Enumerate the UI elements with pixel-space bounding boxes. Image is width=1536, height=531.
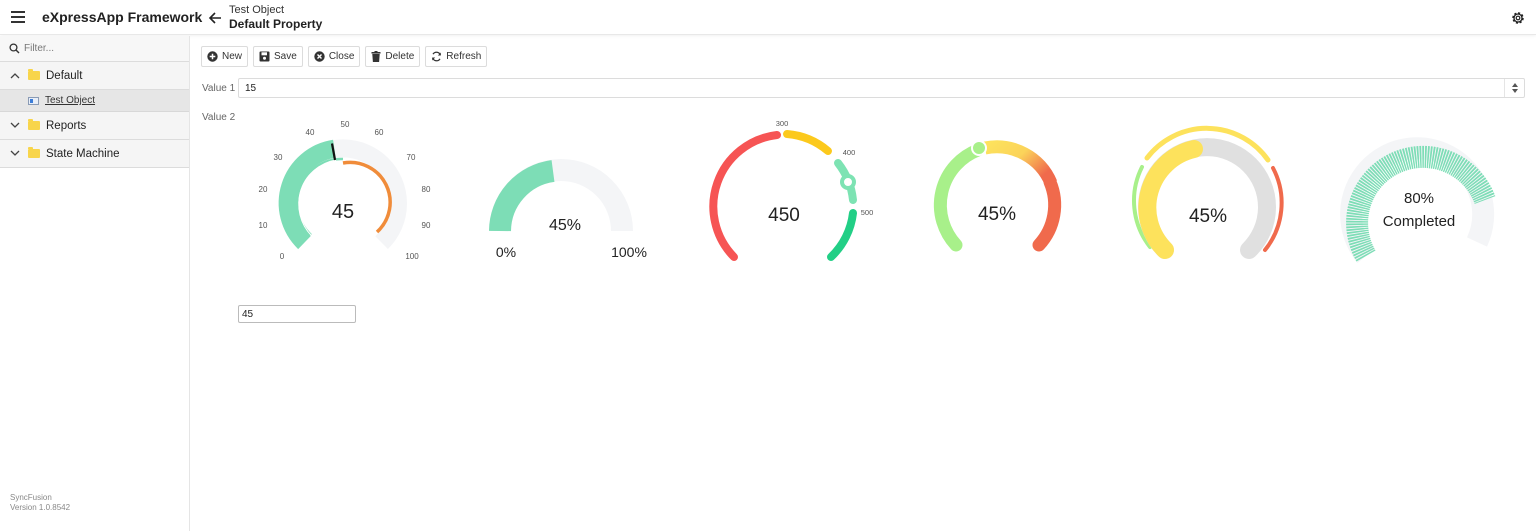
close-circle-icon — [314, 51, 325, 62]
svg-text:60: 60 — [375, 128, 384, 137]
page-title: Default Property — [229, 17, 323, 31]
close-button[interactable]: Close — [307, 46, 361, 67]
delete-label: Delete — [385, 51, 415, 62]
gauge-ticks-needle: 45 0 10 20 30 40 50 60 70 80 90 100 — [243, 110, 443, 270]
value1-input[interactable]: 15 — [238, 78, 1525, 98]
sidebar: Filter... Default Test Object Reports St… — [0, 36, 190, 531]
svg-text:70: 70 — [407, 153, 416, 162]
object-icon — [28, 96, 39, 105]
folder-icon — [28, 119, 40, 130]
svg-text:10: 10 — [259, 221, 268, 230]
value1-text: 15 — [245, 82, 257, 94]
app-header: eXpressApp Framework Test Object Default… — [0, 0, 1536, 35]
sidebar-group-default[interactable]: Default — [0, 62, 189, 90]
folder-icon — [28, 69, 40, 80]
svg-text:100%: 100% — [611, 244, 647, 260]
gear-icon[interactable] — [1510, 10, 1526, 26]
plus-circle-icon — [207, 51, 218, 62]
svg-text:500: 500 — [861, 208, 874, 217]
sidebar-group-label: State Machine — [46, 147, 120, 160]
svg-text:45%: 45% — [1189, 206, 1227, 227]
sidebar-group-label: Default — [46, 69, 83, 82]
svg-text:45%: 45% — [978, 204, 1016, 225]
menu-icon[interactable] — [11, 11, 25, 23]
gauge-gradient-marker: 45% — [915, 125, 1080, 265]
svg-text:40: 40 — [306, 128, 315, 137]
refresh-icon — [432, 51, 442, 62]
sidebar-group-reports[interactable]: Reports — [0, 112, 189, 140]
filter-input[interactable]: Filter... — [0, 36, 189, 62]
gauge-completed: 80% Completed — [1335, 120, 1505, 270]
svg-text:100: 100 — [405, 252, 419, 261]
save-icon — [259, 51, 270, 62]
breadcrumb-parent: Test Object — [229, 4, 285, 16]
gauge-semicircle-percent: 45% 0% 100% — [480, 150, 660, 270]
svg-text:45%: 45% — [549, 217, 581, 234]
folder-icon — [28, 147, 40, 158]
back-arrow-icon[interactable] — [206, 9, 224, 27]
sidebar-group-state-machine[interactable]: State Machine — [0, 140, 189, 168]
value2-text: 45 — [242, 308, 254, 320]
version-footer: SyncFusion Version 1.0.8542 — [10, 493, 70, 513]
close-label: Close — [328, 51, 355, 62]
version-label: Version 1.0.8542 — [10, 503, 71, 512]
refresh-button[interactable]: Refresh — [425, 46, 488, 67]
value1-spinner[interactable] — [1504, 79, 1524, 97]
refresh-label: Refresh — [446, 51, 482, 62]
chevron-down-icon — [10, 122, 22, 129]
sidebar-group-label: Reports — [46, 119, 87, 132]
gauge-ranges-pointer: 450 300 400 500 — [700, 115, 885, 270]
value1-label: Value 1 — [202, 83, 236, 94]
svg-text:300: 300 — [776, 119, 789, 128]
spin-down-icon[interactable] — [1511, 89, 1518, 93]
spin-up-icon[interactable] — [1511, 83, 1518, 87]
toolbar: New Save Close Delete Refresh — [201, 46, 488, 67]
svg-text:400: 400 — [843, 148, 856, 157]
save-button[interactable]: Save — [253, 46, 303, 67]
app-title: eXpressApp Framework — [42, 9, 203, 25]
sidebar-item-label: Test Object — [45, 95, 96, 106]
svg-text:80%: 80% — [1404, 190, 1434, 207]
svg-text:450: 450 — [768, 205, 800, 226]
value2-label: Value 2 — [202, 112, 236, 123]
svg-text:90: 90 — [422, 221, 431, 230]
delete-button[interactable]: Delete — [365, 46, 421, 67]
svg-text:20: 20 — [259, 185, 268, 194]
sidebar-item-test-object[interactable]: Test Object — [0, 90, 189, 112]
svg-text:45: 45 — [332, 201, 354, 223]
trash-icon — [371, 51, 381, 62]
search-icon — [9, 43, 20, 54]
svg-text:0: 0 — [280, 252, 285, 261]
svg-text:50: 50 — [341, 120, 350, 129]
new-button[interactable]: New — [201, 46, 249, 67]
filter-placeholder: Filter... — [24, 43, 55, 54]
svg-text:0%: 0% — [496, 244, 516, 260]
gauge-outer-ranges: 45% — [1120, 120, 1300, 270]
save-label: Save — [274, 51, 297, 62]
new-label: New — [222, 51, 243, 62]
chevron-up-icon — [10, 72, 22, 79]
chevron-down-icon — [10, 150, 22, 157]
vendor-name: SyncFusion — [10, 493, 52, 502]
svg-text:30: 30 — [274, 153, 283, 162]
svg-text:Completed: Completed — [1383, 213, 1456, 230]
svg-text:80: 80 — [422, 185, 431, 194]
value2-input[interactable]: 45 — [238, 305, 356, 323]
